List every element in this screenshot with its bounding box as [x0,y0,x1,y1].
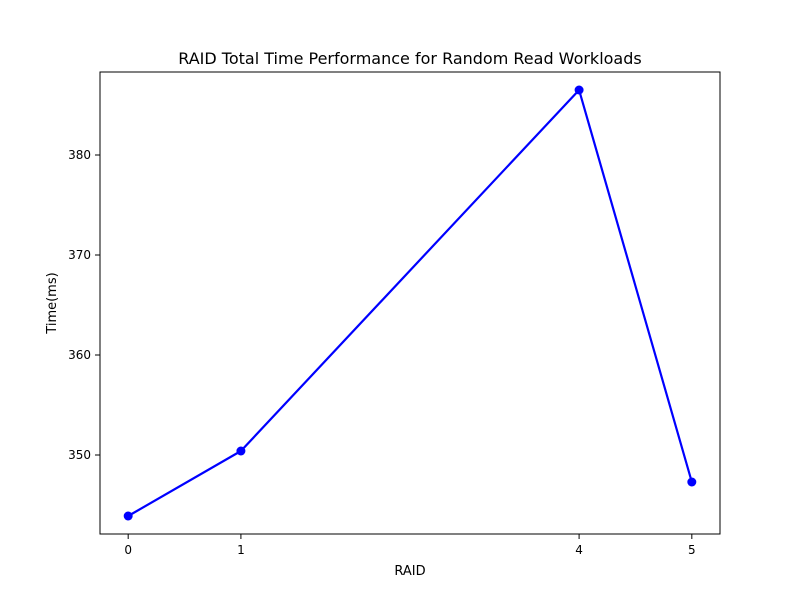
y-axis-label: Time(ms) [45,272,60,334]
x-tick-label: 5 [688,543,696,557]
x-tick-label: 4 [575,543,583,557]
y-tick-label: 350 [68,448,91,462]
data-point [236,446,246,456]
data-point [123,511,133,521]
y-axis-ticks: 350 360 370 380 [68,148,100,462]
plot-area [123,85,697,521]
data-point [574,85,584,95]
y-tick-label: 380 [68,148,91,162]
x-axis-ticks: 0 1 4 5 [124,534,696,557]
y-tick-label: 360 [68,348,91,362]
data-point [687,477,697,487]
series-line [127,88,693,517]
chart-title: RAID Total Time Performance for Random R… [178,49,641,68]
axes-frame [99,71,721,535]
x-axis-label: RAID [394,564,425,579]
x-tick-label: 0 [124,543,132,557]
y-tick-label: 370 [68,248,91,262]
x-tick-label: 1 [237,543,245,557]
